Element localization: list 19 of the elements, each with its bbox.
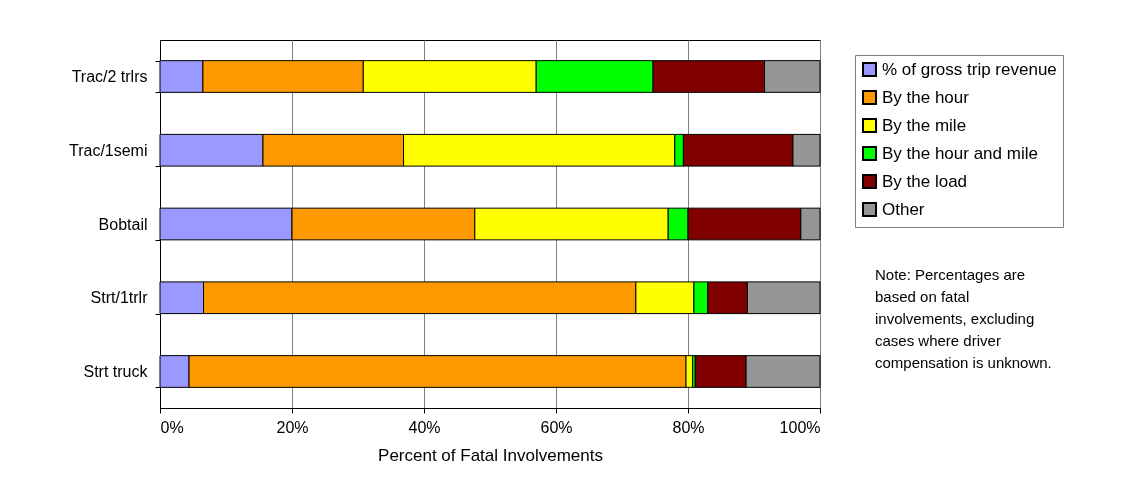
legend-label: By the load [882, 171, 968, 191]
y-tick-label: Trac/1semi [68, 141, 148, 159]
legend-label: % of gross trip revenue [882, 59, 1057, 79]
y-tick-label: Bobtail [98, 215, 148, 233]
legend-label: By the mile [882, 115, 967, 135]
x-tick-label: 100% [779, 418, 821, 436]
y-tick-label: Strt/1trlr [90, 289, 149, 307]
legend-label: By the hour [882, 87, 970, 107]
x-tick-label: 80% [672, 418, 705, 436]
x-tick-label: 40% [408, 418, 441, 436]
y-tick-label: Strt truck [83, 362, 149, 380]
legend-label: Other [882, 199, 925, 219]
x-tick-label: 20% [276, 418, 309, 436]
x-tick-label: 0% [160, 418, 184, 436]
x-tick-label: 60% [540, 418, 573, 436]
legend-label: By the hour and mile [882, 143, 1038, 163]
x-axis-title: Percent of Fatal Involvements [378, 445, 603, 465]
text: Note: Percentages are based on fatal involvements, excluding cases where driver compensation is unknown. [875, 266, 1052, 371]
y-tick-label: Trac/2 trlrs [71, 68, 148, 86]
